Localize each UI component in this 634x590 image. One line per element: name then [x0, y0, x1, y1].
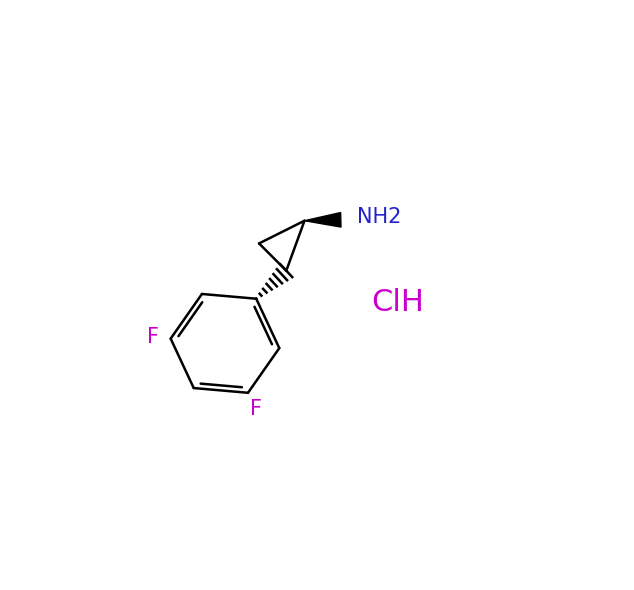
Polygon shape	[304, 212, 341, 227]
Text: ClH: ClH	[371, 288, 424, 317]
Text: NH2: NH2	[357, 207, 401, 227]
Text: F: F	[250, 399, 262, 419]
Text: F: F	[146, 327, 158, 347]
